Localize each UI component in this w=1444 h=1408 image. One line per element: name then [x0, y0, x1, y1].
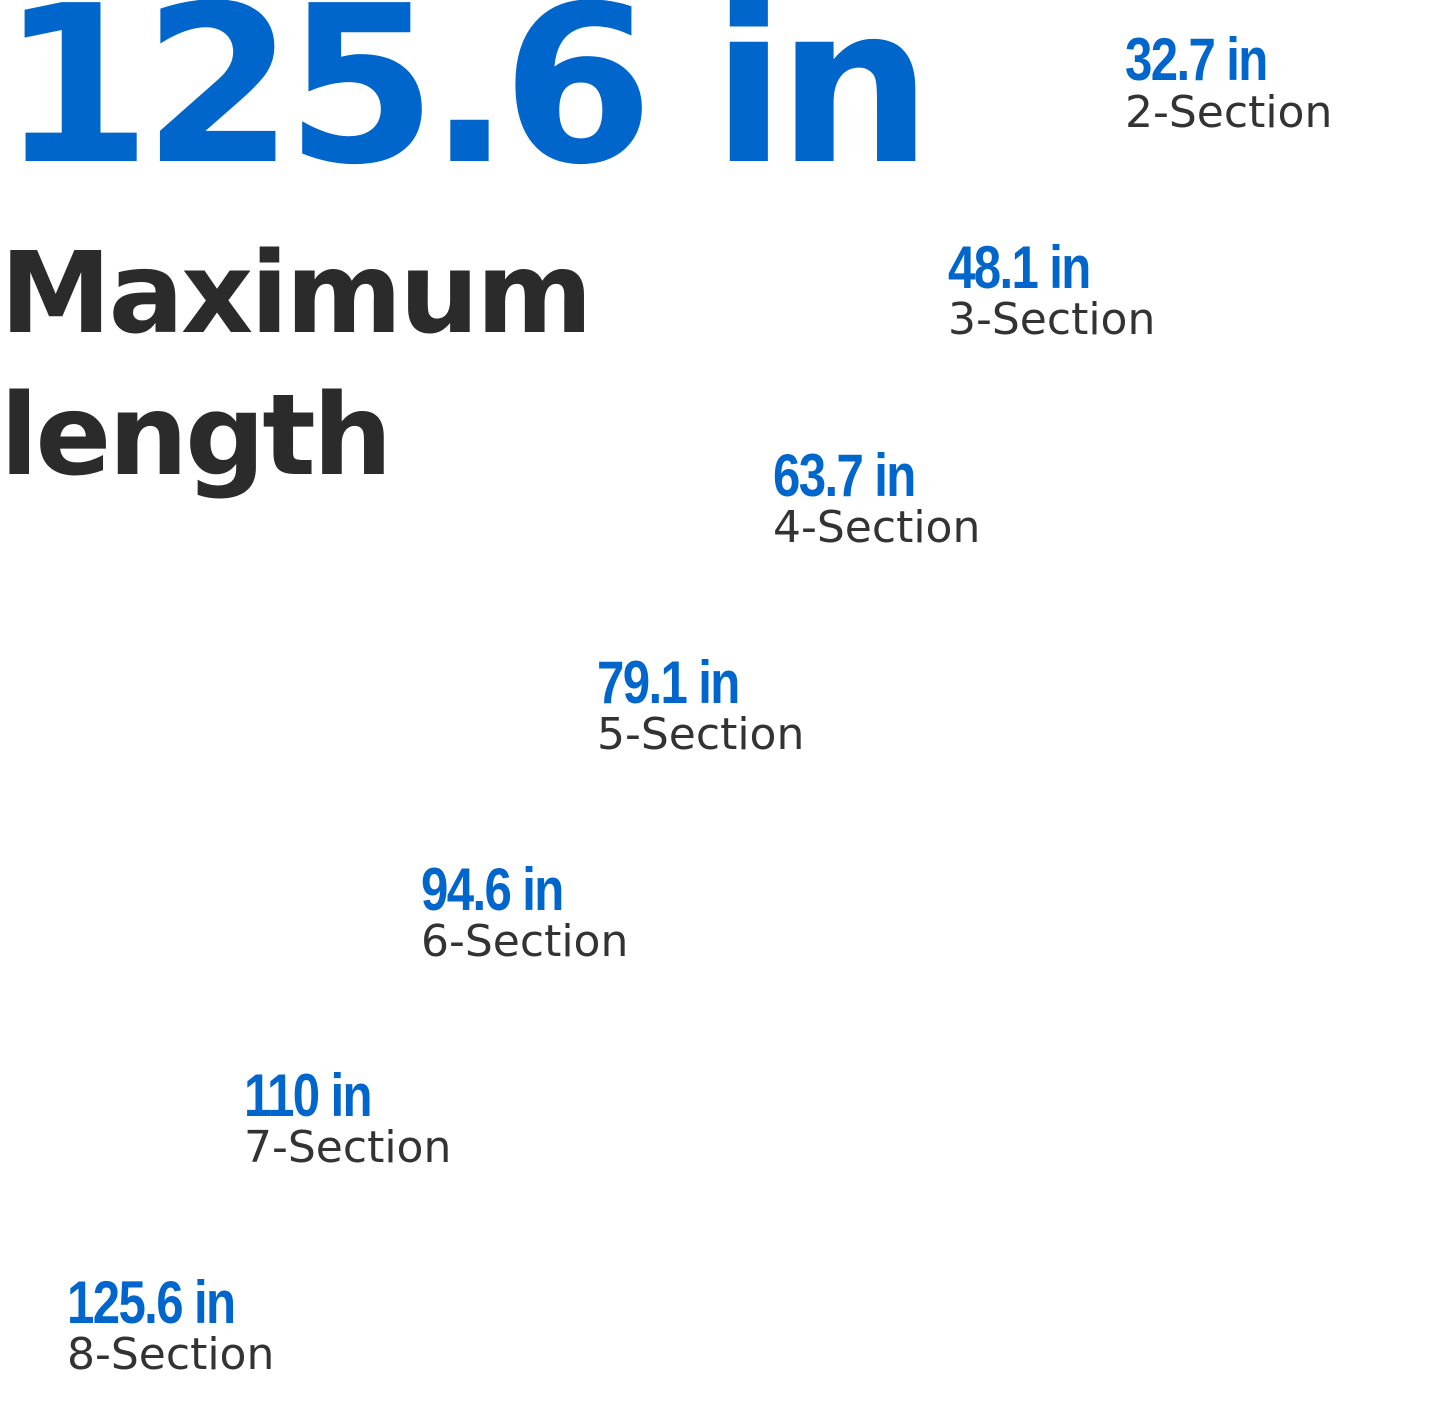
pole-length-label: 125.6 in: [67, 1269, 236, 1336]
pole-sections-label: 3-Section: [948, 294, 1156, 345]
pole-length-label: 48.1 in: [948, 234, 1091, 301]
pole-length-label: 63.7 in: [773, 442, 916, 509]
pole-length-label: 79.1 in: [597, 649, 740, 716]
pole-length-label: 32.7 in: [1125, 26, 1268, 93]
headline-value: 125.6 in: [0, 0, 932, 213]
pole-sections-label: 8-Section: [67, 1329, 275, 1380]
headline-label-line2: length: [0, 371, 393, 501]
pole-sections-label: 2-Section: [1125, 87, 1333, 138]
pole-length-label: 94.6 in: [421, 856, 564, 923]
pole-length-label: 110 in: [244, 1062, 373, 1129]
pole-sections-label: 7-Section: [244, 1122, 452, 1173]
pole-sections-label: 5-Section: [597, 709, 805, 760]
pole-sections-label: 6-Section: [421, 916, 629, 967]
pole-sections-label: 4-Section: [773, 502, 981, 553]
headline-label-line1: Maximum: [0, 229, 593, 359]
